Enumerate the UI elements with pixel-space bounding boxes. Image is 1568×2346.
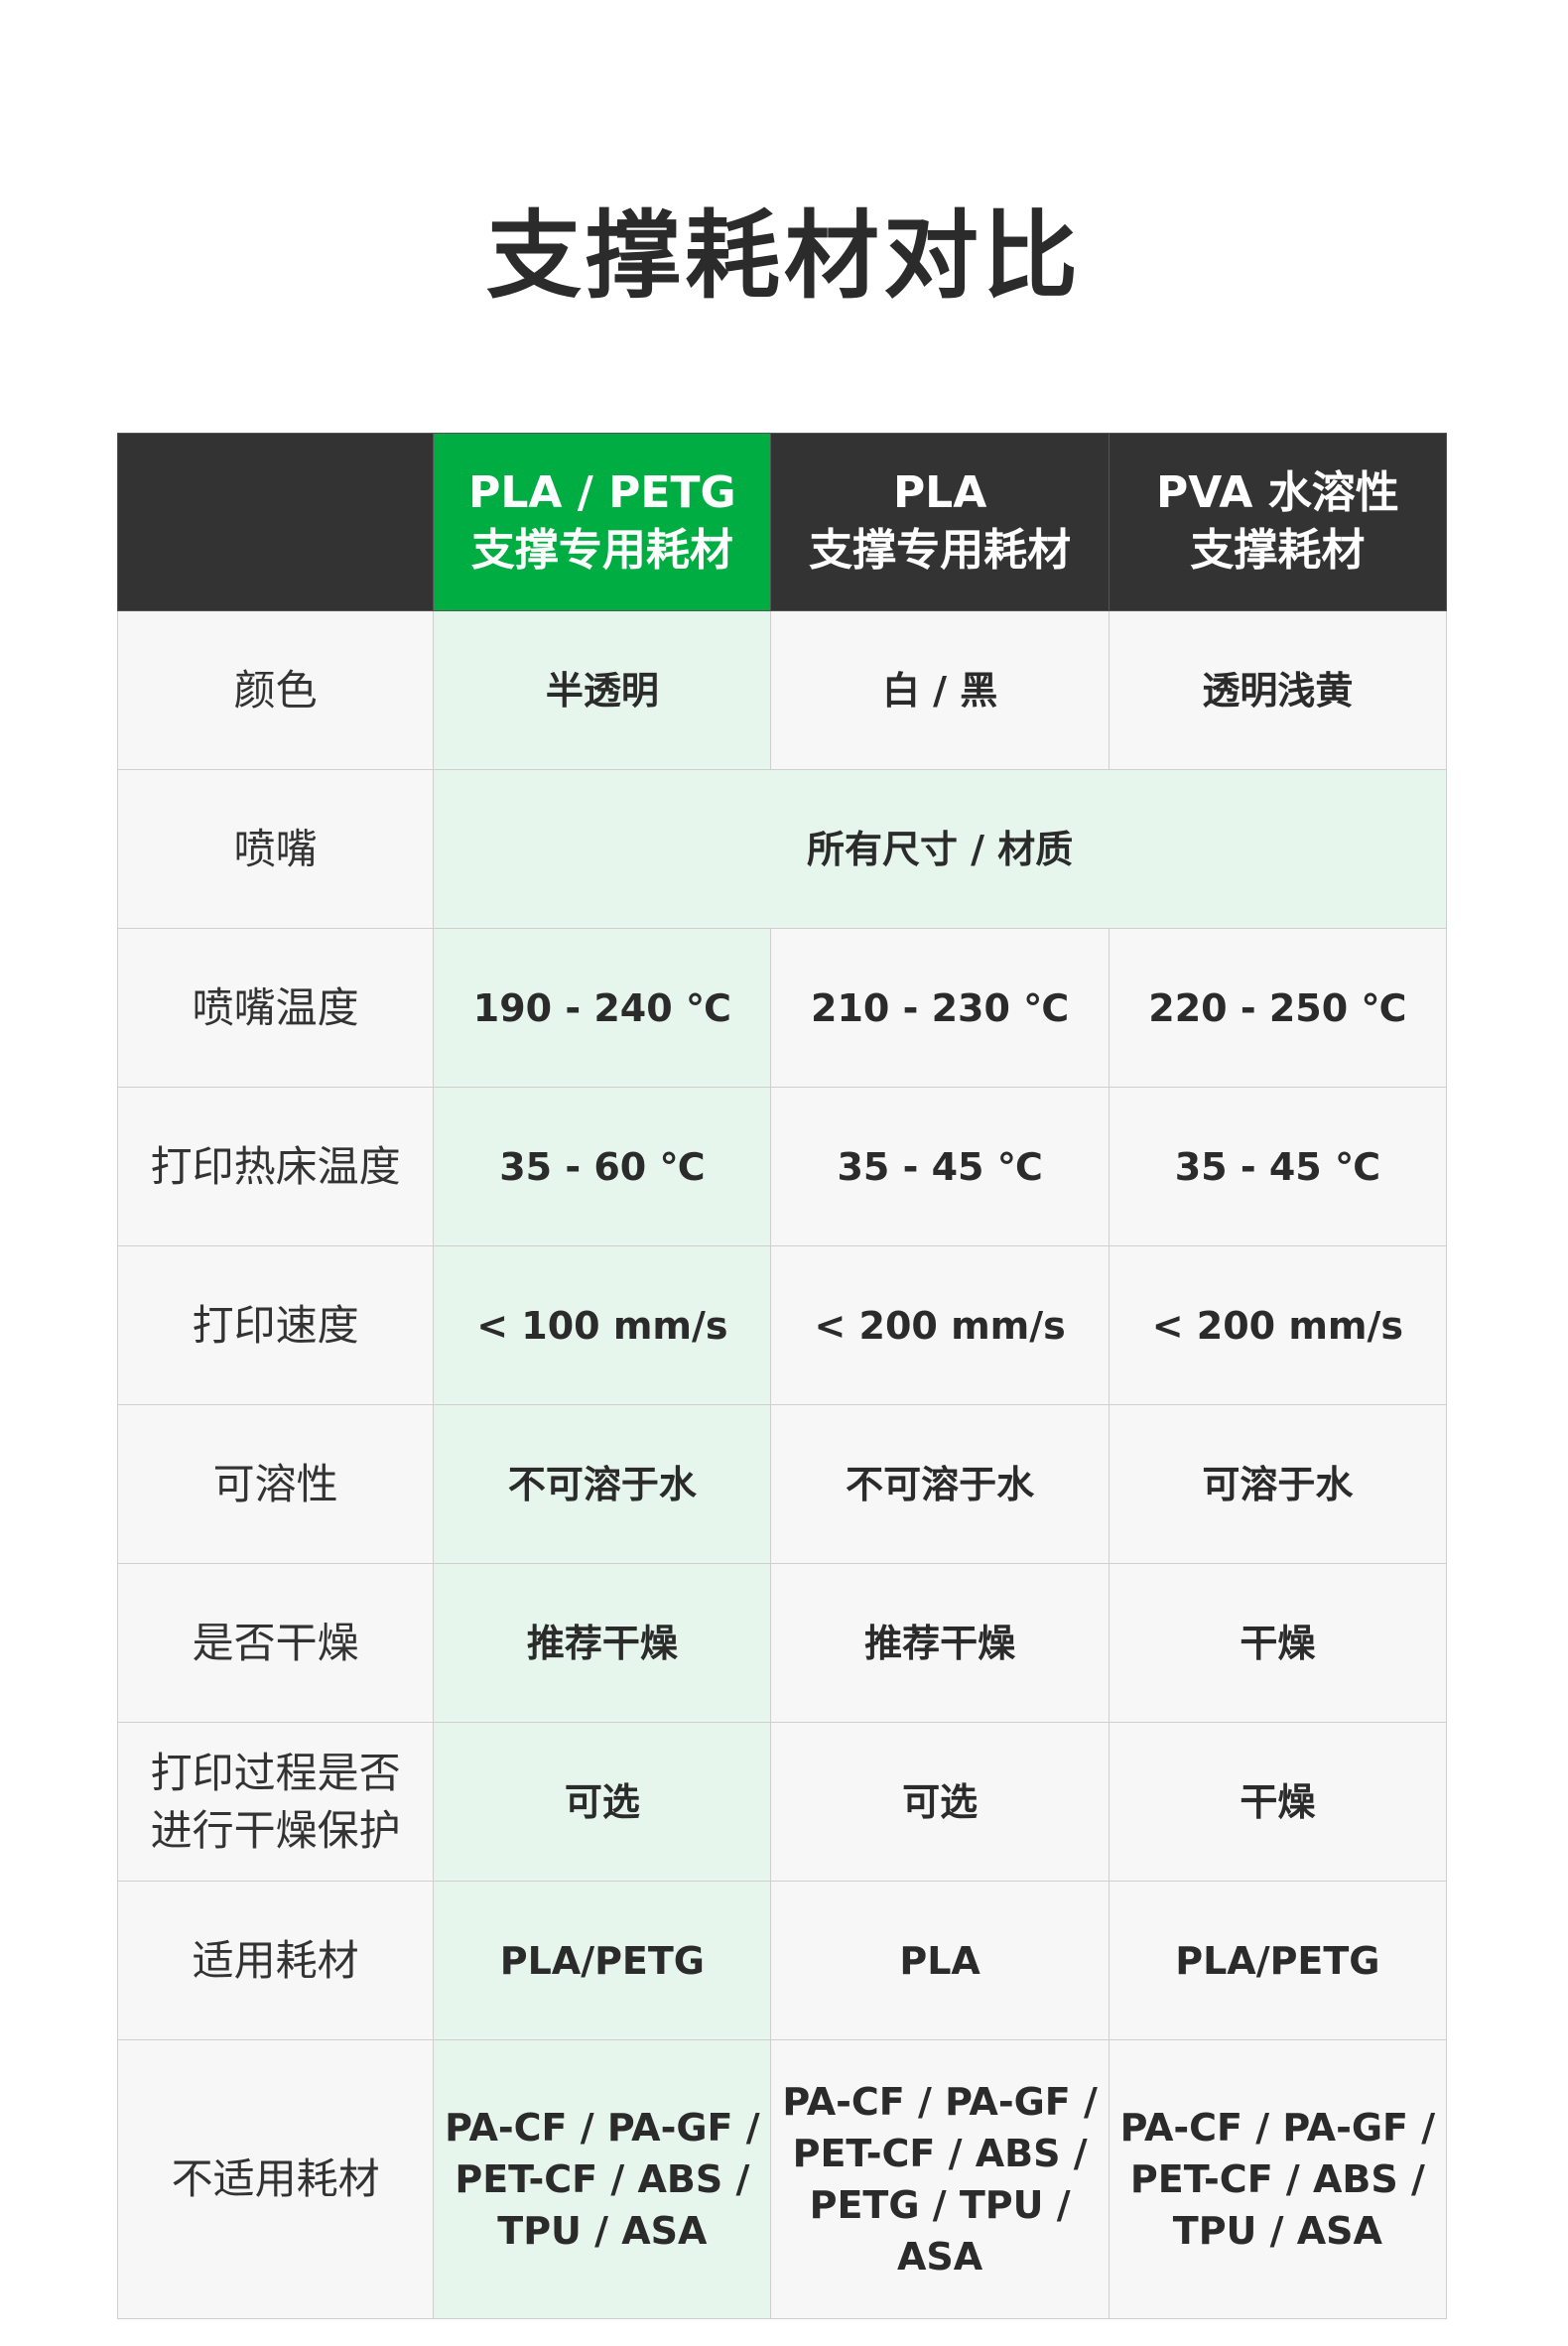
- table-cell: 透明浅黄: [1108, 610, 1448, 770]
- table-cell: 不可溶于水: [433, 1404, 772, 1564]
- header-line1: PLA: [892, 467, 987, 518]
- merged-cell: 所有尺寸 / 材质: [433, 769, 1447, 929]
- table-cell: 210 - 230 ℃: [770, 928, 1110, 1088]
- table-cell: PLA/PETG: [1108, 1881, 1448, 2040]
- table-cell: < 200 mm/s: [1108, 1245, 1448, 1405]
- row-label: 打印过程是否进行干燥保护: [116, 1722, 435, 1882]
- table-row: 是否干燥 推荐干燥 推荐干燥 干燥: [116, 1563, 1448, 1723]
- row-label: 可溶性: [116, 1404, 435, 1564]
- page-title: 支撑耗材对比: [486, 200, 1082, 312]
- table-cell: 推荐干燥: [433, 1563, 772, 1723]
- row-label: 打印热床温度: [116, 1087, 435, 1246]
- header-pva-support: PVA 水溶性 支撑耗材: [1108, 433, 1448, 611]
- table-cell: 不可溶于水: [770, 1404, 1110, 1564]
- table-row: 颜色 半透明白 / 黑透明浅黄: [116, 610, 1448, 770]
- table-cell: 可选: [433, 1722, 772, 1882]
- table-cell: PLA: [770, 1881, 1110, 2040]
- table-cell: PLA/PETG: [433, 1881, 772, 2040]
- header-line1: PVA 水溶性: [1156, 467, 1399, 518]
- table-row: 不适用耗材 PA-CF / PA-GF / PET-CF / ABS / TPU …: [116, 2039, 1448, 2319]
- table-row: 打印热床温度 35 - 60 ℃ 35 - 45 ℃ 35 - 45 ℃: [116, 1087, 1448, 1246]
- header-line2: 支撑专用耗材: [809, 525, 1072, 576]
- table-cell: 干燥: [1108, 1563, 1448, 1723]
- row-label: 适用耗材: [116, 1881, 435, 2040]
- header-line1: PLA / PETG: [468, 467, 736, 518]
- header-pla-petg-support: PLA / PETG 支撑专用耗材: [433, 433, 772, 611]
- header-line2: 支撑耗材: [1190, 525, 1366, 576]
- row-label: 是否干燥: [116, 1563, 435, 1723]
- table-cell: 35 - 45 ℃: [770, 1087, 1110, 1246]
- table-row: 喷嘴 所有尺寸 / 材质: [116, 769, 1447, 929]
- table-cell: 干燥: [1108, 1722, 1448, 1882]
- table-row: 喷嘴温度 190 - 240 ℃ 210 - 230 ℃ 220 - 250 ℃: [116, 928, 1448, 1088]
- table-cell: 35 - 60 ℃: [433, 1087, 772, 1246]
- header-pla-support: PLA 支撑专用耗材: [770, 433, 1110, 611]
- row-label: 颜色: [116, 610, 435, 770]
- header-row: PLA / PETG 支撑专用耗材 PLA 支撑专用耗材 PVA 水溶性 支撑耗材: [116, 433, 1448, 611]
- table-cell: < 100 mm/s: [433, 1245, 772, 1405]
- row-label: 喷嘴: [116, 769, 435, 929]
- table-cell: 220 - 250 ℃: [1108, 928, 1448, 1088]
- table-cell: 可溶于水: [1108, 1404, 1448, 1564]
- table-cell: PA-CF / PA-GF / PET-CF / ABS / TPU / ASA: [1108, 2039, 1448, 2319]
- table-cell: 可选: [770, 1722, 1110, 1882]
- comparison-table: PLA / PETG 支撑专用耗材 PLA 支撑专用耗材 PVA 水溶性 支撑耗材 颜…: [116, 433, 1448, 2319]
- row-label: 不适用耗材: [116, 2039, 435, 2319]
- row-label: 喷嘴温度: [116, 928, 435, 1088]
- table-row: 打印过程是否进行干燥保护 可选 可选 干燥: [116, 1722, 1448, 1882]
- table-cell: 190 - 240 ℃: [433, 928, 772, 1088]
- table-row: 适用耗材 PLA/PETG PLA PLA/PETG: [116, 1881, 1448, 2040]
- table-row: 可溶性 不可溶于水 不可溶于水 可溶于水: [116, 1404, 1448, 1564]
- table-cell: 推荐干燥: [770, 1563, 1110, 1723]
- header-empty: [116, 433, 435, 611]
- table-cell: PA-CF / PA-GF / PET-CF / ABS / PETG / TP…: [770, 2039, 1110, 2319]
- table-row: 打印速度 < 100 mm/s < 200 mm/s < 200 mm/s: [116, 1245, 1448, 1405]
- table-cell: 白 / 黑: [770, 610, 1110, 770]
- row-label: 打印速度: [116, 1245, 435, 1405]
- header-line2: 支撑专用耗材: [470, 525, 733, 576]
- table-cell: 半透明: [433, 610, 772, 770]
- table-cell: 35 - 45 ℃: [1108, 1087, 1448, 1246]
- table-cell: PA-CF / PA-GF / PET-CF / ABS / TPU / ASA: [433, 2039, 772, 2319]
- table-cell: < 200 mm/s: [770, 1245, 1110, 1405]
